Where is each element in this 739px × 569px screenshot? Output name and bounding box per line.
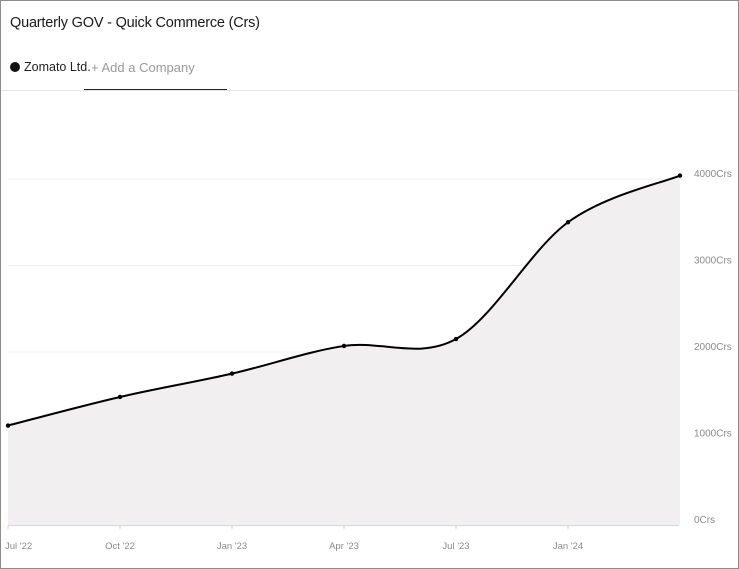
data-point[interactable] xyxy=(565,220,571,225)
data-points xyxy=(5,173,683,428)
y-tick-label: 3000Crs xyxy=(694,256,732,267)
x-tick-label: Jan '23 xyxy=(217,541,247,552)
data-point[interactable] xyxy=(677,173,683,178)
series-area xyxy=(8,175,680,526)
x-tick-label: Jul '23 xyxy=(442,541,469,552)
x-tick-label: Oct '22 xyxy=(105,541,135,552)
legend-label: Zomato Ltd. xyxy=(24,60,91,74)
legend-item-zomato[interactable]: Zomato Ltd. xyxy=(10,60,91,74)
data-point[interactable] xyxy=(453,336,459,342)
legend-dot-icon xyxy=(10,62,20,72)
y-tick-labels: 0Crs 1000Crs 2000Crs 3000Crs 4000Crs xyxy=(694,169,732,526)
y-tick-label: 2000Crs xyxy=(694,342,732,353)
y-tick-label: 4000Crs xyxy=(694,169,732,180)
chart-title: Quarterly GOV - Quick Commerce (Crs) xyxy=(10,15,260,31)
x-tick-labels: Jul '22 Oct '22 Jan '23 Apr '23 Jul '23 Jan '… xyxy=(5,525,583,552)
x-tick-label: Jan '24 xyxy=(553,541,583,552)
data-point[interactable] xyxy=(117,394,123,400)
add-company-underline xyxy=(84,89,227,90)
x-tick-label: Jul '22 xyxy=(5,541,32,552)
y-tick-label: 1000Crs xyxy=(694,429,732,440)
data-point[interactable] xyxy=(341,343,347,349)
add-company-button[interactable]: + Add a Company xyxy=(91,60,195,75)
x-tick-label: Apr '23 xyxy=(329,541,359,552)
header-divider xyxy=(1,90,738,91)
data-point[interactable] xyxy=(229,371,235,376)
y-tick-label: 0Crs xyxy=(694,515,715,526)
data-point[interactable] xyxy=(5,423,11,428)
